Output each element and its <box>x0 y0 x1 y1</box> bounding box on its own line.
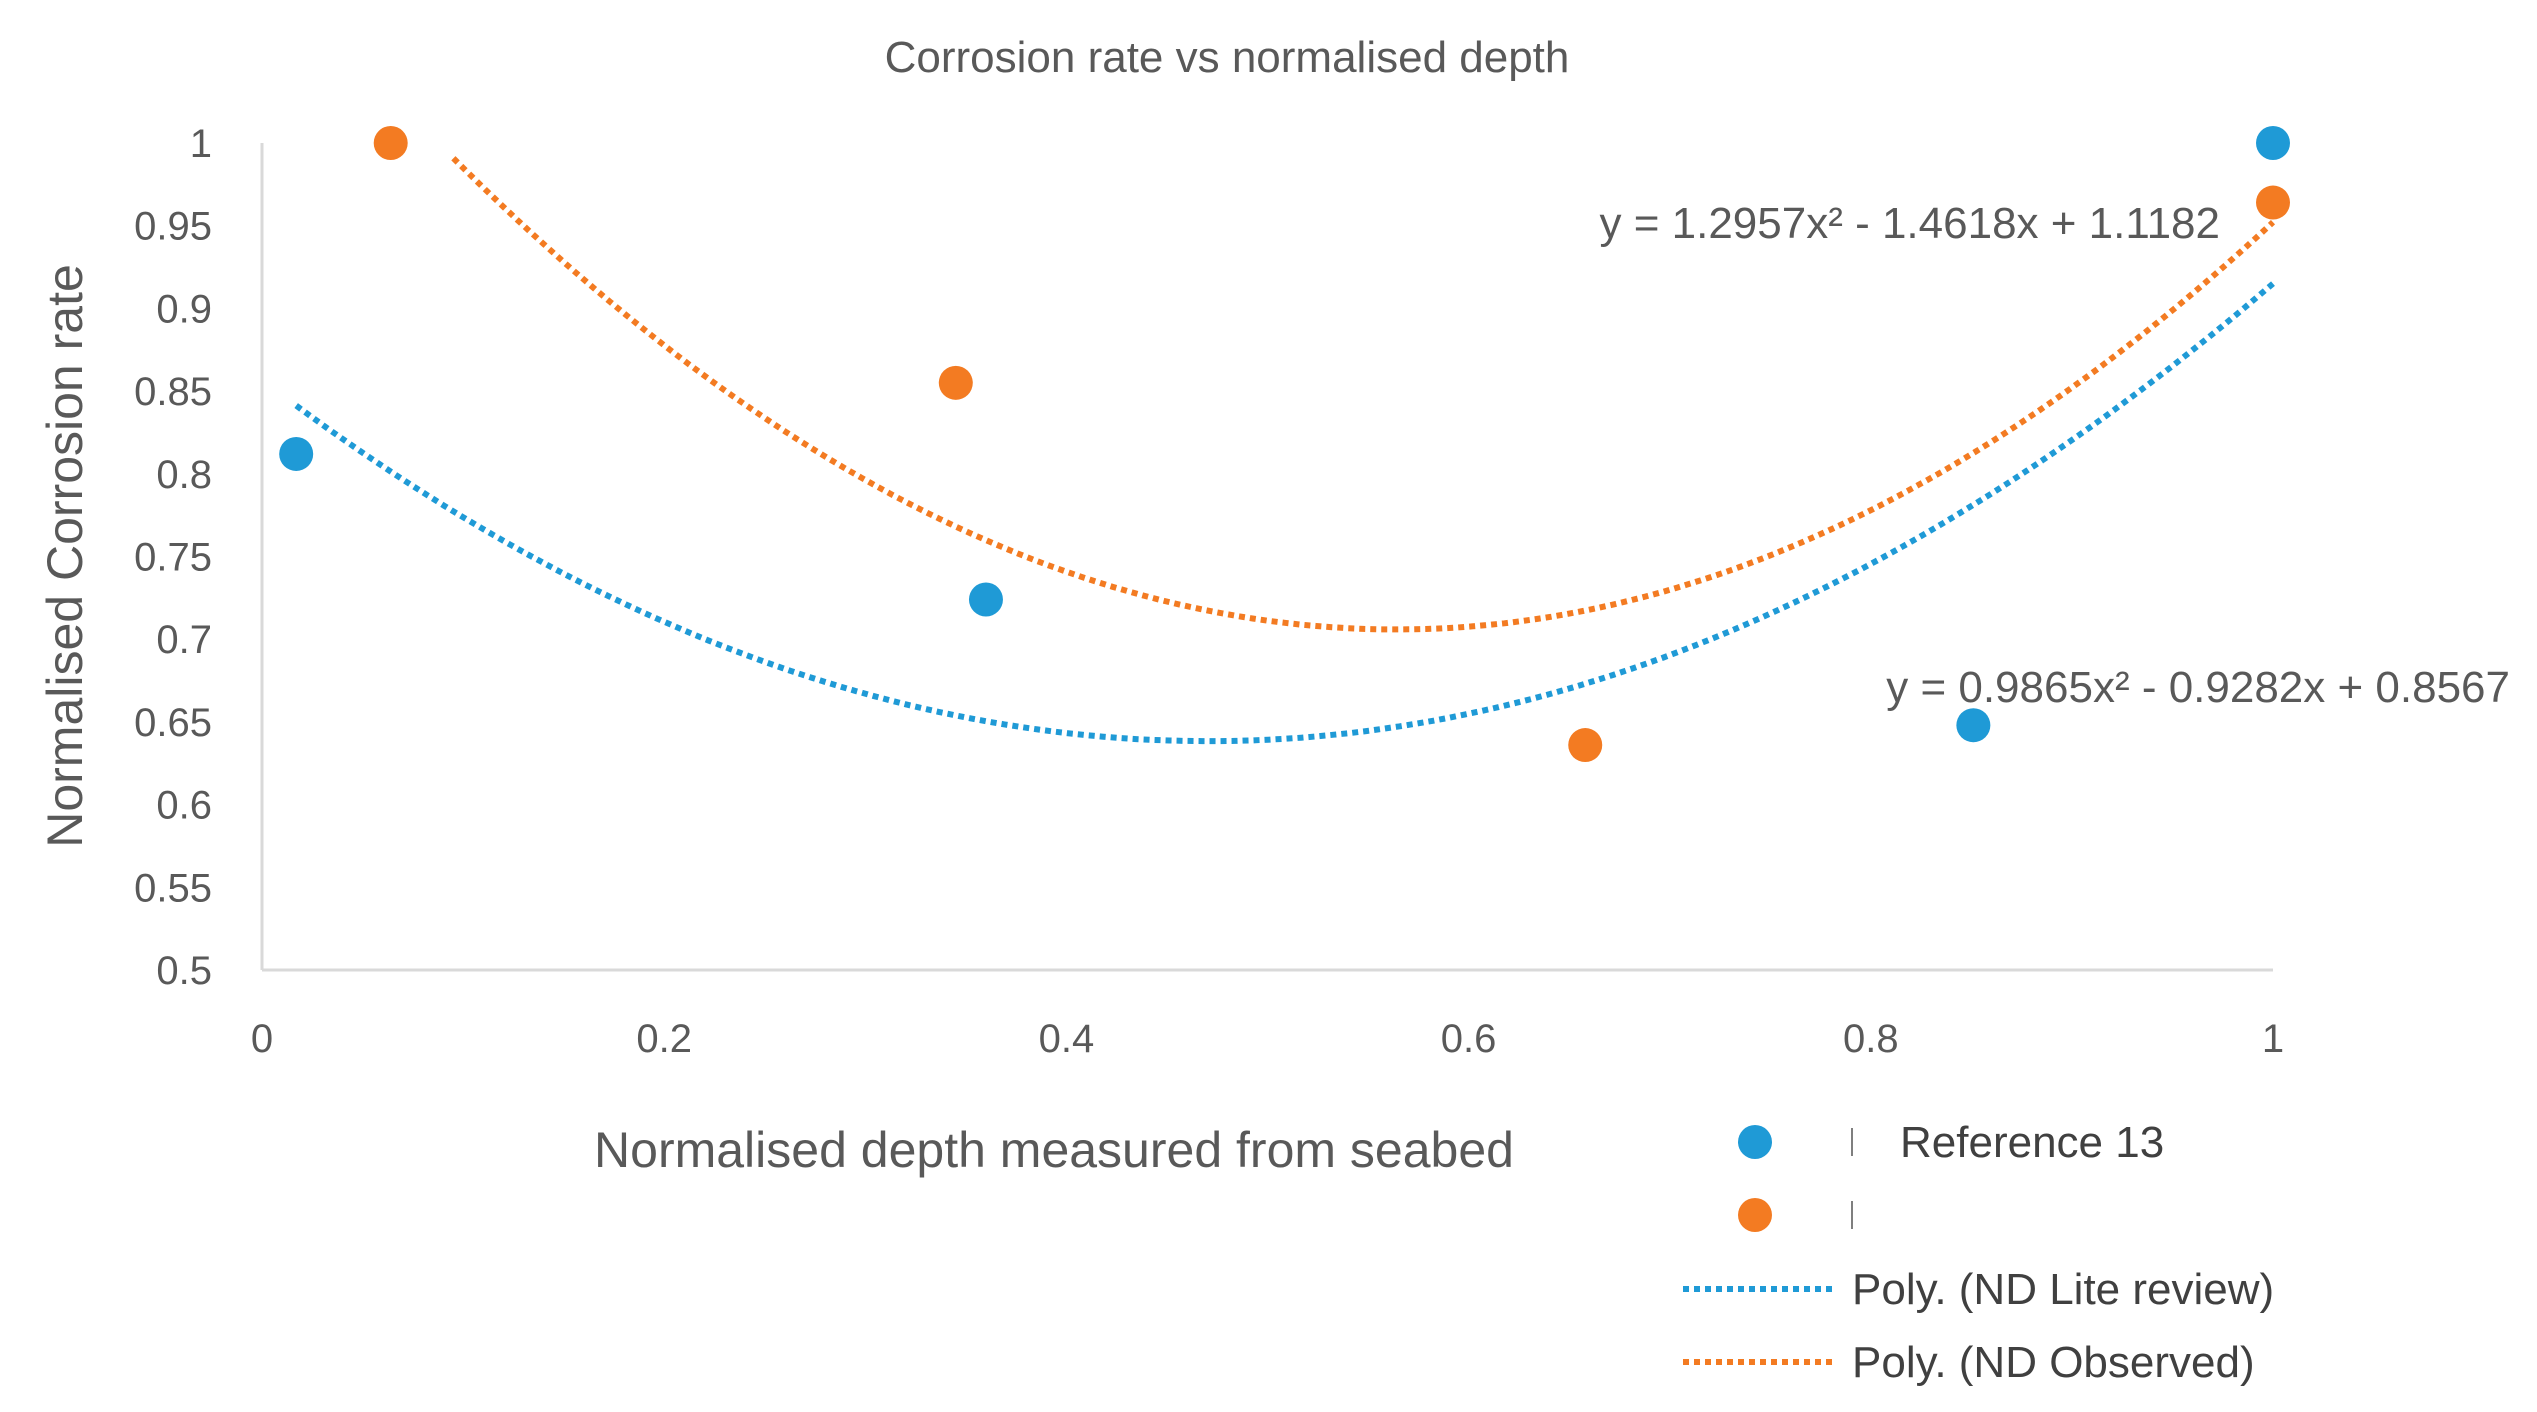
x-tick-label: 0.4 <box>1039 1017 1095 1061</box>
x-tick-group: 0 0.2 0.4 0.6 0.8 1 <box>251 1017 2284 1061</box>
y-tick-label: 0.5 <box>156 949 212 993</box>
y-tick-label: 0.65 <box>134 701 212 745</box>
data-point-orange-series <box>938 365 973 400</box>
y-tick-label: 1 <box>190 122 212 166</box>
legend-label-nd-lite-review: Poly. (ND Lite review) <box>1852 1265 2274 1314</box>
data-point-group <box>279 126 2290 763</box>
data-point-orange-series <box>373 126 408 160</box>
y-tick-label: 0.9 <box>156 287 212 331</box>
legend: Reference 13 Poly. (ND Lite review) Poly… <box>1683 1118 2274 1387</box>
x-tick-label: 0.6 <box>1441 1017 1497 1061</box>
y-tick-label: 0.7 <box>156 618 212 662</box>
trendline-nd-observed <box>451 156 2276 633</box>
trendline-nd-lite-review <box>294 281 2275 745</box>
data-point-orange-series <box>1568 728 1603 763</box>
chart-title: Corrosion rate vs normalised depth <box>885 33 1570 82</box>
y-tick-label: 0.55 <box>134 866 212 910</box>
y-tick-label: 0.85 <box>134 370 212 414</box>
blue-trend-equation: y = 0.9865x² - 0.9282x + 0.8567 <box>1886 663 2510 712</box>
y-tick-label: 0.95 <box>134 205 212 249</box>
legend-marker-orange-series <box>1738 1198 1772 1232</box>
orange-trend-equation: y = 1.2957x² - 1.4618x + 1.1182 <box>1599 199 2220 248</box>
legend-label-nd-observed: Poly. (ND Observed) <box>1852 1338 2255 1387</box>
x-tick-label: 1 <box>2262 1017 2284 1061</box>
data-point-reference-13 <box>279 436 314 471</box>
data-point-reference-13 <box>968 582 1003 617</box>
x-tick-label: 0.2 <box>636 1017 692 1061</box>
x-tick-label: 0.8 <box>1843 1017 1899 1061</box>
y-tick-label: 0.75 <box>134 536 212 580</box>
data-point-reference-13 <box>2256 126 2290 160</box>
data-point-orange-series <box>2256 185 2290 220</box>
y-tick-group: 0.5 0.55 0.6 0.65 0.7 0.75 0.8 0.85 0.9 0.95 1 <box>134 122 212 993</box>
legend-marker-reference-13 <box>1738 1125 1772 1159</box>
data-point-reference-13 <box>1956 708 1991 743</box>
y-tick-label: 0.8 <box>156 453 212 497</box>
trendline-group <box>294 156 2276 745</box>
y-tick-label: 0.6 <box>156 784 212 828</box>
x-axis-label: Normalised depth measured from seabed <box>594 1122 1514 1178</box>
x-tick-label: 0 <box>251 1017 273 1061</box>
legend-label-reference-13: Reference 13 <box>1900 1118 2164 1167</box>
y-axis-label: Normalised Corrosion rate <box>37 264 93 848</box>
